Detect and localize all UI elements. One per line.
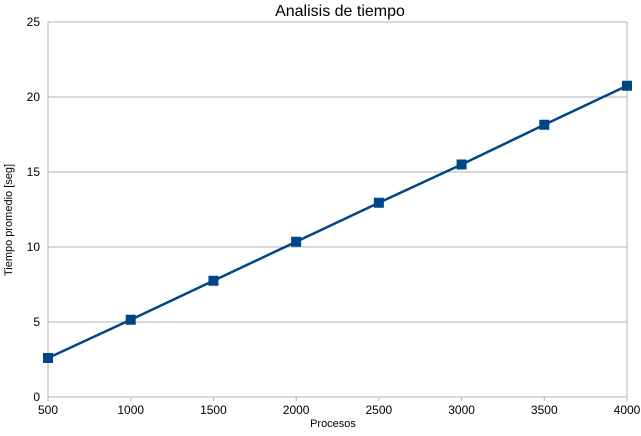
x-tick-label-3000: 3000 <box>448 403 475 417</box>
series-line-0 <box>47 84 628 360</box>
y-tick-label-0: 0 <box>33 390 40 404</box>
data-point-1500 <box>208 275 219 286</box>
plot-border <box>47 21 628 398</box>
x-tick-label-500: 500 <box>38 403 58 417</box>
x-tick-labels: 500 1000 1500 2000 2500 3000 3500 4000 <box>38 403 641 417</box>
x-tick-label-2000: 2000 <box>283 403 310 417</box>
data-point-3000 <box>456 159 467 170</box>
y-tick-label-5: 5 <box>33 315 40 329</box>
data-point-2000 <box>291 236 302 247</box>
chart-title: Analisis de tiempo <box>275 3 405 20</box>
data-point-500 <box>43 353 53 363</box>
y-tick-label-15: 15 <box>27 165 41 179</box>
data-point-2500 <box>373 197 384 208</box>
data-point-3500 <box>539 119 550 130</box>
y-axis-label: Tiempo promedio [seg] <box>3 164 15 276</box>
gridlines <box>48 21 627 398</box>
y-tick-labels: 0 5 10 15 20 25 <box>27 15 41 404</box>
x-tick-label-3500: 3500 <box>531 403 558 417</box>
x-tick-label-1000: 1000 <box>117 403 144 417</box>
data-point-4000 <box>622 80 632 91</box>
y-tick-label-10: 10 <box>27 240 41 254</box>
x-tick-label-1500: 1500 <box>200 403 227 417</box>
y-tick-label-25: 25 <box>27 15 41 29</box>
x-axis-label: Procesos <box>310 418 356 430</box>
series-layer <box>43 80 632 363</box>
y-tick-label-20: 20 <box>27 90 41 104</box>
plot-frame <box>47 21 628 401</box>
x-tick-label-4000: 4000 <box>614 403 641 417</box>
data-point-1000 <box>125 314 136 325</box>
x-tick-label-2500: 2500 <box>366 403 393 417</box>
